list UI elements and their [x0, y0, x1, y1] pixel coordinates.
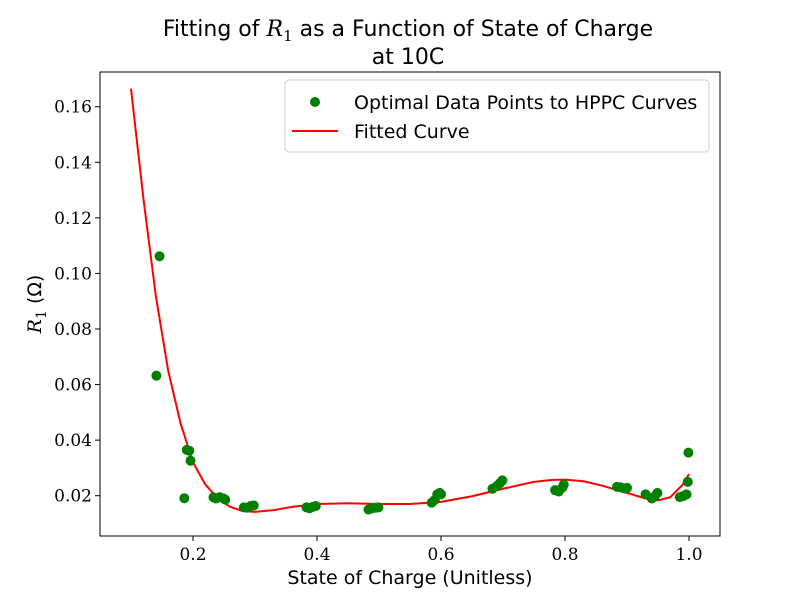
- chart-title-prefix: Fitting of: [163, 17, 267, 42]
- data-point: [652, 487, 663, 498]
- data-point: [682, 476, 693, 487]
- y-tick-label: 0.08: [54, 320, 92, 340]
- y-axis-label-symbol: R: [24, 319, 46, 334]
- data-point: [179, 493, 190, 504]
- data-point: [497, 475, 508, 486]
- axis-ticks: 0.2 0.4 0.6 0.8 1.0 0.02 0.04 0.06 0.08 0.10 0.12 0…: [54, 98, 702, 565]
- data-point: [681, 489, 692, 500]
- y-tick-label: 0.04: [54, 431, 92, 451]
- data-point: [151, 370, 162, 381]
- legend-label-points: Optimal Data Points to HPPC Curves: [354, 92, 697, 114]
- y-axis-label: R1 (Ω): [24, 275, 50, 335]
- chart-title-line2: at 10C: [372, 45, 444, 70]
- data-point: [558, 479, 569, 490]
- axes-frame: [99, 71, 721, 537]
- plot-area: [130, 88, 694, 515]
- y-tick-label: 0.14: [54, 153, 92, 173]
- y-axis-label-sub: 1: [34, 310, 50, 319]
- data-point: [373, 502, 384, 513]
- x-tick-label: 0.4: [303, 545, 330, 565]
- x-tick-label: 0.8: [551, 545, 578, 565]
- y-axis-label-unit: (Ω): [24, 275, 46, 310]
- chart-title-symbol: R: [265, 17, 283, 42]
- y-tick-label: 0.02: [54, 487, 92, 507]
- legend-box: [284, 79, 710, 153]
- legend-label-curve: Fitted Curve: [354, 121, 470, 143]
- legend-marker-points: [310, 97, 320, 107]
- legend: Optimal Data Points to HPPC Curves Fitte…: [284, 79, 710, 153]
- y-tick-label: 0.10: [54, 264, 92, 284]
- x-tick-label: 1.0: [675, 545, 702, 565]
- x-tick-label: 0.6: [427, 545, 454, 565]
- data-point: [248, 500, 259, 511]
- data-point: [184, 445, 195, 456]
- data-point: [154, 251, 165, 262]
- data-point: [310, 500, 321, 511]
- chart-title-suffix: as a Function of State of Charge: [293, 17, 654, 42]
- x-tick-label: 0.2: [179, 545, 206, 565]
- chart-title-symbol-sub: 1: [283, 27, 293, 45]
- chart-title-line1: Fitting of R1 as a Function of State of …: [163, 17, 653, 45]
- data-point: [220, 494, 231, 505]
- y-tick-label: 0.06: [54, 376, 92, 396]
- y-tick-label: 0.12: [54, 209, 92, 229]
- x-axis-label: State of Charge (Unitless): [287, 567, 532, 589]
- data-point: [622, 482, 632, 493]
- data-point: [436, 489, 446, 500]
- data-point: [683, 447, 694, 458]
- data-point: [185, 455, 196, 466]
- y-tick-label: 0.16: [54, 98, 92, 118]
